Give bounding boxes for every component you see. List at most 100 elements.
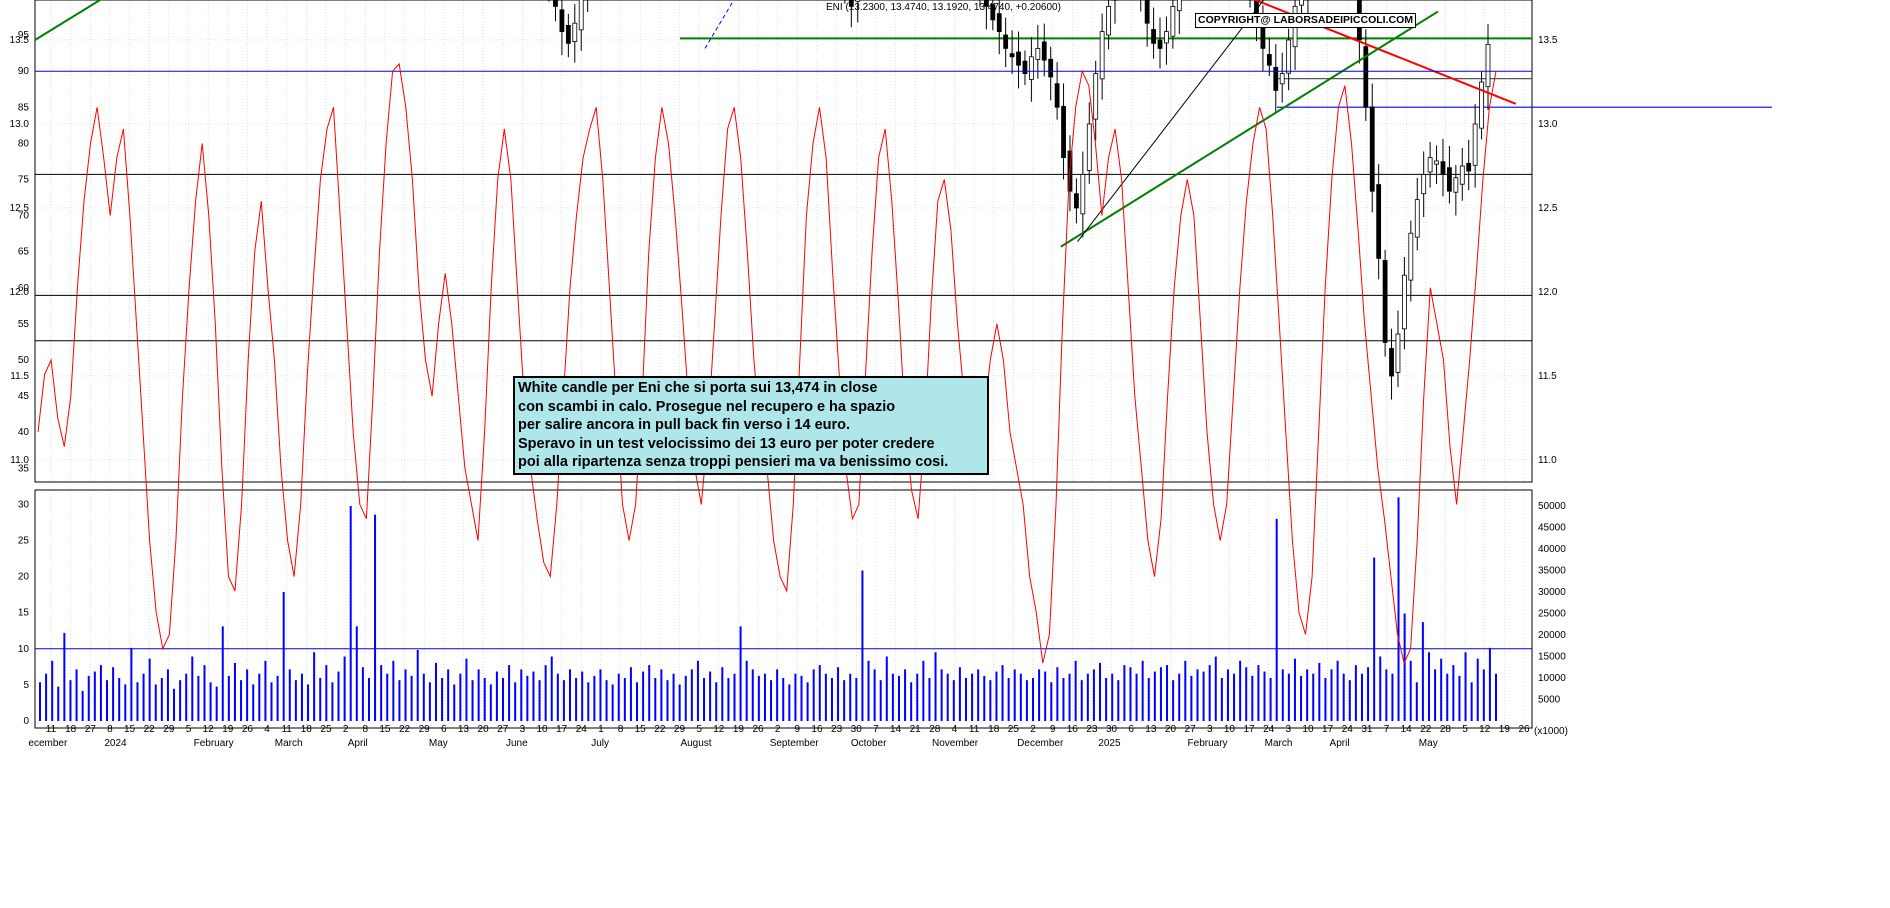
candle-body-black: [1010, 54, 1014, 57]
candle-body-black: [1377, 185, 1381, 259]
candle-body-black: [1441, 162, 1445, 175]
oscillator-tick-label: 75: [18, 175, 30, 186]
x-tick-label: 15: [379, 724, 391, 735]
x-tick-label: 30: [1106, 724, 1118, 735]
x-tick-label: 4: [264, 724, 270, 735]
x-tick-label: 11: [281, 724, 292, 735]
candle-body-white: [1100, 32, 1104, 79]
x-tick-label: 22: [654, 724, 666, 735]
x-tick-label: 9: [1050, 724, 1056, 735]
volume-tick-label: 25000: [1538, 609, 1566, 620]
x-tick-label: 5: [186, 724, 192, 735]
candle-body-white: [1107, 6, 1111, 35]
x-tick-label: 16: [811, 724, 823, 735]
candle-body-white: [1396, 334, 1400, 372]
candle-body-black: [1158, 40, 1162, 48]
x-tick-label: 7: [1384, 724, 1390, 735]
x-tick-label: 19: [222, 724, 234, 735]
volume-tick-label: 50000: [1538, 501, 1566, 512]
x-tick-label: 11: [46, 724, 57, 735]
x-tick-label: 29: [163, 724, 175, 735]
x-tick-label: 22: [144, 724, 156, 735]
volume-scale-label: (x1000): [1534, 726, 1568, 737]
horizontal-levels: [35, 0, 1772, 341]
x-month-label: June: [506, 738, 528, 749]
volume-tick-label: 45000: [1538, 523, 1566, 534]
x-tick-label: 28: [929, 724, 941, 735]
candle-body-black: [1074, 194, 1078, 208]
x-tick-label: 26: [1518, 724, 1530, 735]
x-month-label: November: [932, 738, 979, 749]
volume-tick-label: 40000: [1538, 544, 1566, 555]
x-month-label: April: [348, 738, 368, 749]
candle-body-white: [1094, 74, 1098, 120]
x-tick-label: 5: [696, 724, 702, 735]
candle-body-black: [1055, 84, 1059, 108]
x-tick-label: 11: [969, 724, 980, 735]
x-tick-label: 2: [1030, 724, 1036, 735]
candle-body-white: [1029, 57, 1033, 80]
x-tick-label: 25: [320, 724, 332, 735]
oscillator-tick-label: 55: [18, 319, 30, 330]
x-tick-label: 18: [65, 724, 77, 735]
candle-body-black: [1062, 106, 1066, 157]
candle-body-white: [1280, 74, 1284, 84]
analysis-note-line: per salire ancora in pull back fin verso…: [518, 416, 984, 435]
candle-body-white: [1422, 174, 1426, 193]
oscillator-tick-label: 30: [18, 499, 30, 510]
x-tick-label: 26: [752, 724, 764, 735]
x-month-label: February: [1188, 738, 1228, 749]
oscillator-tick-label: 95: [18, 30, 30, 41]
x-tick-label: 30: [851, 724, 863, 735]
x-tick-label: 12: [1479, 724, 1491, 735]
x-tick-label: 18: [988, 724, 1000, 735]
candle-body-white: [1081, 174, 1085, 213]
candle-body-white: [573, 23, 577, 41]
oscillator-tick-label: 25: [18, 536, 30, 547]
x-tick-label: 5: [1462, 724, 1468, 735]
trendline-blue-dashed: [705, 0, 785, 48]
x-tick-label: 7: [873, 724, 879, 735]
x-tick-label: 12: [203, 724, 215, 735]
x-tick-label: 10: [1302, 724, 1314, 735]
candle-body-white: [1402, 275, 1406, 329]
oscillator-tick-label: 15: [18, 608, 30, 619]
y-tick-label: 12.5: [1538, 203, 1558, 214]
candle-body-black: [1023, 61, 1027, 73]
oscillator-tick-label: 0: [23, 716, 29, 727]
oscillator-tick-label: 65: [18, 247, 30, 258]
oscillator-line: [35, 64, 1532, 663]
x-tick-label: 27: [85, 724, 97, 735]
candle-body-white: [1454, 178, 1458, 192]
oscillator-tick-label: 45: [18, 391, 30, 402]
x-tick-label: 25: [1008, 724, 1020, 735]
x-tick-label: 20: [1165, 724, 1177, 735]
x-tick-label: 15: [124, 724, 136, 735]
x-tick-label: 15: [635, 724, 647, 735]
x-month-label: August: [680, 738, 711, 749]
x-month-label: May: [1419, 738, 1438, 749]
analysis-note-line: con scambi in calo. Prosegue nel recuper…: [518, 398, 984, 417]
x-tick-label: 14: [1401, 724, 1413, 735]
candle-body-black: [1017, 52, 1021, 65]
x-tick-label: 17: [1243, 724, 1255, 735]
x-tick-label: 16: [1067, 724, 1079, 735]
x-tick-label: 24: [576, 724, 588, 735]
x-tick-label: 3: [520, 724, 526, 735]
oscillator-tick-label: 50: [18, 355, 30, 366]
x-tick-label: 22: [399, 724, 411, 735]
x-tick-label: 2: [775, 724, 781, 735]
x-month-label: April: [1330, 738, 1350, 749]
candle-body-black: [566, 25, 570, 43]
x-month-label: May: [429, 738, 448, 749]
x-month-label: October: [851, 738, 887, 749]
oscillator-tick-label: 60: [18, 283, 30, 294]
candle-body-black: [1049, 59, 1053, 77]
x-tick-label: 13: [1145, 724, 1157, 735]
analysis-note-line: poi alla ripartenza senza troppi pensier…: [518, 453, 984, 472]
candle-body-black: [1390, 349, 1394, 376]
candle-body-white: [1164, 32, 1168, 43]
analysis-note-line: White candle per Eni che si porta sui 13…: [518, 379, 984, 398]
x-tick-label: 23: [1086, 724, 1098, 735]
